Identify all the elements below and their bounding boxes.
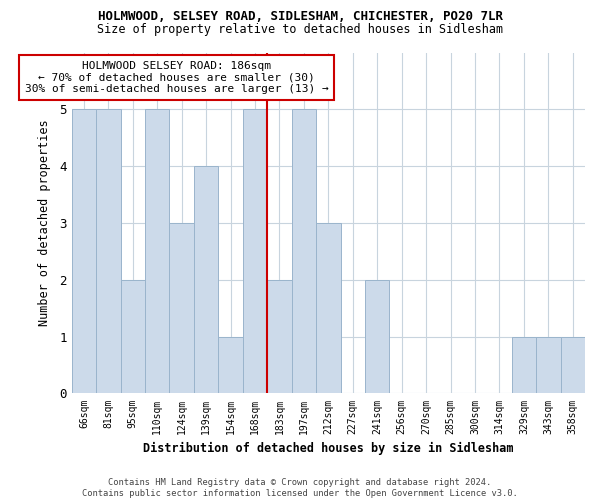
Bar xyxy=(71,110,96,394)
Bar xyxy=(243,110,267,394)
Bar xyxy=(145,110,169,394)
Bar xyxy=(267,280,292,394)
Bar xyxy=(292,110,316,394)
Bar xyxy=(512,336,536,394)
Bar xyxy=(96,110,121,394)
Bar xyxy=(365,280,389,394)
Text: HOLMWOOD SELSEY ROAD: 186sqm
← 70% of detached houses are smaller (30)
30% of se: HOLMWOOD SELSEY ROAD: 186sqm ← 70% of de… xyxy=(25,61,329,94)
Text: HOLMWOOD, SELSEY ROAD, SIDLESHAM, CHICHESTER, PO20 7LR: HOLMWOOD, SELSEY ROAD, SIDLESHAM, CHICHE… xyxy=(97,10,503,23)
X-axis label: Distribution of detached houses by size in Sidlesham: Distribution of detached houses by size … xyxy=(143,442,514,455)
Y-axis label: Number of detached properties: Number of detached properties xyxy=(38,120,51,326)
Bar xyxy=(194,166,218,394)
Bar xyxy=(560,336,585,394)
Bar xyxy=(169,223,194,394)
Bar xyxy=(316,223,341,394)
Bar xyxy=(536,336,560,394)
Text: Size of property relative to detached houses in Sidlesham: Size of property relative to detached ho… xyxy=(97,22,503,36)
Bar xyxy=(121,280,145,394)
Bar xyxy=(218,336,243,394)
Text: Contains HM Land Registry data © Crown copyright and database right 2024.
Contai: Contains HM Land Registry data © Crown c… xyxy=(82,478,518,498)
